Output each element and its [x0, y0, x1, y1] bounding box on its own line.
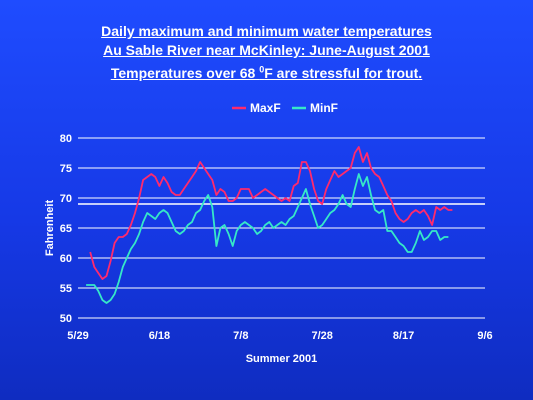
- x-tick-9/6: 9/6: [477, 330, 492, 342]
- y-tick-70: 70: [60, 193, 72, 205]
- legend: MaxF MinF: [232, 101, 338, 115]
- x-tick-5/29: 5/29: [67, 330, 88, 342]
- title-line-2: Au Sable River near McKinley: June-Augus…: [103, 42, 430, 58]
- chart-title: Daily maximum and minimum water temperat…: [0, 22, 533, 83]
- x-tick-7/8: 7/8: [233, 330, 248, 342]
- legend-label-MaxF: MaxF: [250, 101, 281, 115]
- title-line-3: Temperatures over 68 0F are stressful fo…: [110, 64, 423, 81]
- y-tick-65: 65: [60, 223, 72, 235]
- y-tick-50: 50: [60, 313, 72, 325]
- y-tick-60: 60: [60, 253, 72, 265]
- y-axis-label: Fahrenheit: [44, 200, 56, 257]
- y-tick-55: 55: [60, 283, 72, 295]
- y-tick-75: 75: [60, 163, 72, 175]
- x-tick-7/28: 7/28: [311, 330, 332, 342]
- y-tick-labels: 50 55 60 65 70 75 80: [60, 133, 72, 325]
- title-line-1: Daily maximum and minimum water temperat…: [101, 23, 432, 39]
- x-tick-8/17: 8/17: [393, 330, 414, 342]
- series-line-MinF: [86, 173, 449, 304]
- series-line-MaxF: [89, 146, 453, 280]
- x-axis-label: Summer 2001: [246, 353, 318, 365]
- series-lines: [86, 146, 453, 304]
- gridlines: [78, 137, 485, 319]
- y-tick-80: 80: [60, 133, 72, 145]
- legend-label-MinF: MinF: [310, 101, 338, 115]
- x-tick-labels: 5/29 6/18 7/8 7/28 8/17 9/6: [67, 330, 492, 342]
- x-tick-6/18: 6/18: [149, 330, 170, 342]
